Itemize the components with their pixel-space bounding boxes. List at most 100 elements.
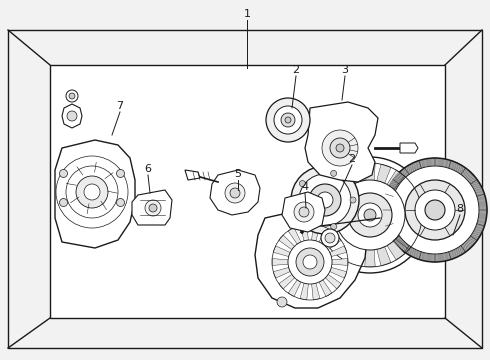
Circle shape [299, 174, 351, 226]
Circle shape [149, 204, 157, 212]
Circle shape [312, 157, 428, 273]
Circle shape [312, 226, 321, 237]
Text: 8: 8 [457, 204, 464, 214]
Polygon shape [387, 170, 405, 189]
Circle shape [225, 183, 245, 203]
Polygon shape [273, 267, 290, 278]
Polygon shape [335, 240, 353, 260]
Circle shape [117, 170, 124, 177]
Polygon shape [255, 208, 368, 308]
Circle shape [405, 180, 465, 240]
Circle shape [277, 297, 287, 307]
Polygon shape [395, 180, 415, 198]
Polygon shape [185, 170, 200, 180]
Polygon shape [272, 258, 288, 265]
Circle shape [336, 144, 344, 152]
Polygon shape [318, 210, 335, 220]
Circle shape [296, 248, 324, 276]
Circle shape [309, 184, 341, 216]
Polygon shape [325, 180, 344, 198]
Circle shape [285, 117, 291, 123]
Text: 5: 5 [235, 169, 242, 179]
Circle shape [330, 138, 350, 158]
Circle shape [303, 255, 317, 269]
Polygon shape [288, 280, 301, 297]
Circle shape [391, 166, 479, 254]
Polygon shape [365, 250, 375, 267]
Polygon shape [325, 232, 344, 249]
Polygon shape [273, 246, 290, 257]
Circle shape [331, 170, 337, 176]
Text: 2: 2 [293, 65, 299, 75]
Circle shape [299, 213, 305, 220]
Circle shape [117, 198, 124, 207]
Circle shape [418, 193, 428, 203]
Circle shape [358, 203, 382, 227]
Circle shape [288, 240, 332, 284]
Polygon shape [282, 192, 325, 232]
Polygon shape [335, 170, 353, 189]
Polygon shape [377, 247, 391, 266]
Polygon shape [288, 228, 301, 244]
Circle shape [230, 188, 240, 198]
Polygon shape [365, 163, 375, 180]
Circle shape [66, 90, 78, 102]
Polygon shape [319, 280, 332, 297]
Circle shape [335, 180, 405, 250]
Polygon shape [55, 140, 135, 248]
Polygon shape [300, 224, 308, 241]
Circle shape [59, 198, 68, 207]
Circle shape [418, 226, 428, 237]
Circle shape [291, 166, 359, 234]
Polygon shape [312, 283, 320, 300]
Polygon shape [210, 170, 260, 215]
Circle shape [84, 184, 100, 200]
Text: 6: 6 [145, 164, 151, 174]
Circle shape [331, 224, 337, 230]
Polygon shape [325, 274, 341, 289]
Text: 7: 7 [117, 101, 123, 111]
Polygon shape [349, 247, 363, 266]
Circle shape [348, 193, 392, 237]
Circle shape [383, 158, 487, 262]
Polygon shape [279, 235, 294, 249]
Polygon shape [402, 194, 421, 208]
Circle shape [145, 200, 161, 216]
Circle shape [317, 192, 333, 208]
Polygon shape [319, 222, 338, 236]
Circle shape [325, 233, 335, 243]
Polygon shape [132, 190, 172, 225]
Circle shape [364, 209, 376, 221]
Circle shape [299, 181, 305, 186]
Polygon shape [332, 258, 348, 265]
Polygon shape [395, 232, 415, 249]
Polygon shape [8, 30, 482, 348]
Polygon shape [319, 194, 338, 208]
Text: 3: 3 [342, 65, 348, 75]
Circle shape [350, 197, 356, 203]
Circle shape [281, 113, 295, 127]
Circle shape [69, 93, 75, 99]
Circle shape [312, 193, 321, 203]
Circle shape [322, 130, 358, 166]
Polygon shape [300, 283, 308, 300]
Circle shape [67, 111, 77, 121]
Polygon shape [312, 224, 320, 241]
Polygon shape [377, 164, 391, 183]
Text: 4: 4 [301, 182, 309, 192]
Circle shape [415, 190, 455, 230]
Text: 2: 2 [348, 154, 356, 164]
Polygon shape [400, 143, 418, 153]
Polygon shape [319, 228, 332, 244]
Polygon shape [349, 164, 363, 183]
Polygon shape [50, 65, 445, 318]
Circle shape [294, 202, 314, 222]
Polygon shape [387, 240, 405, 260]
Polygon shape [330, 246, 347, 257]
Polygon shape [279, 274, 294, 289]
Circle shape [274, 106, 302, 134]
Circle shape [321, 229, 339, 247]
Polygon shape [405, 210, 422, 220]
Circle shape [76, 176, 108, 208]
Circle shape [425, 200, 445, 220]
